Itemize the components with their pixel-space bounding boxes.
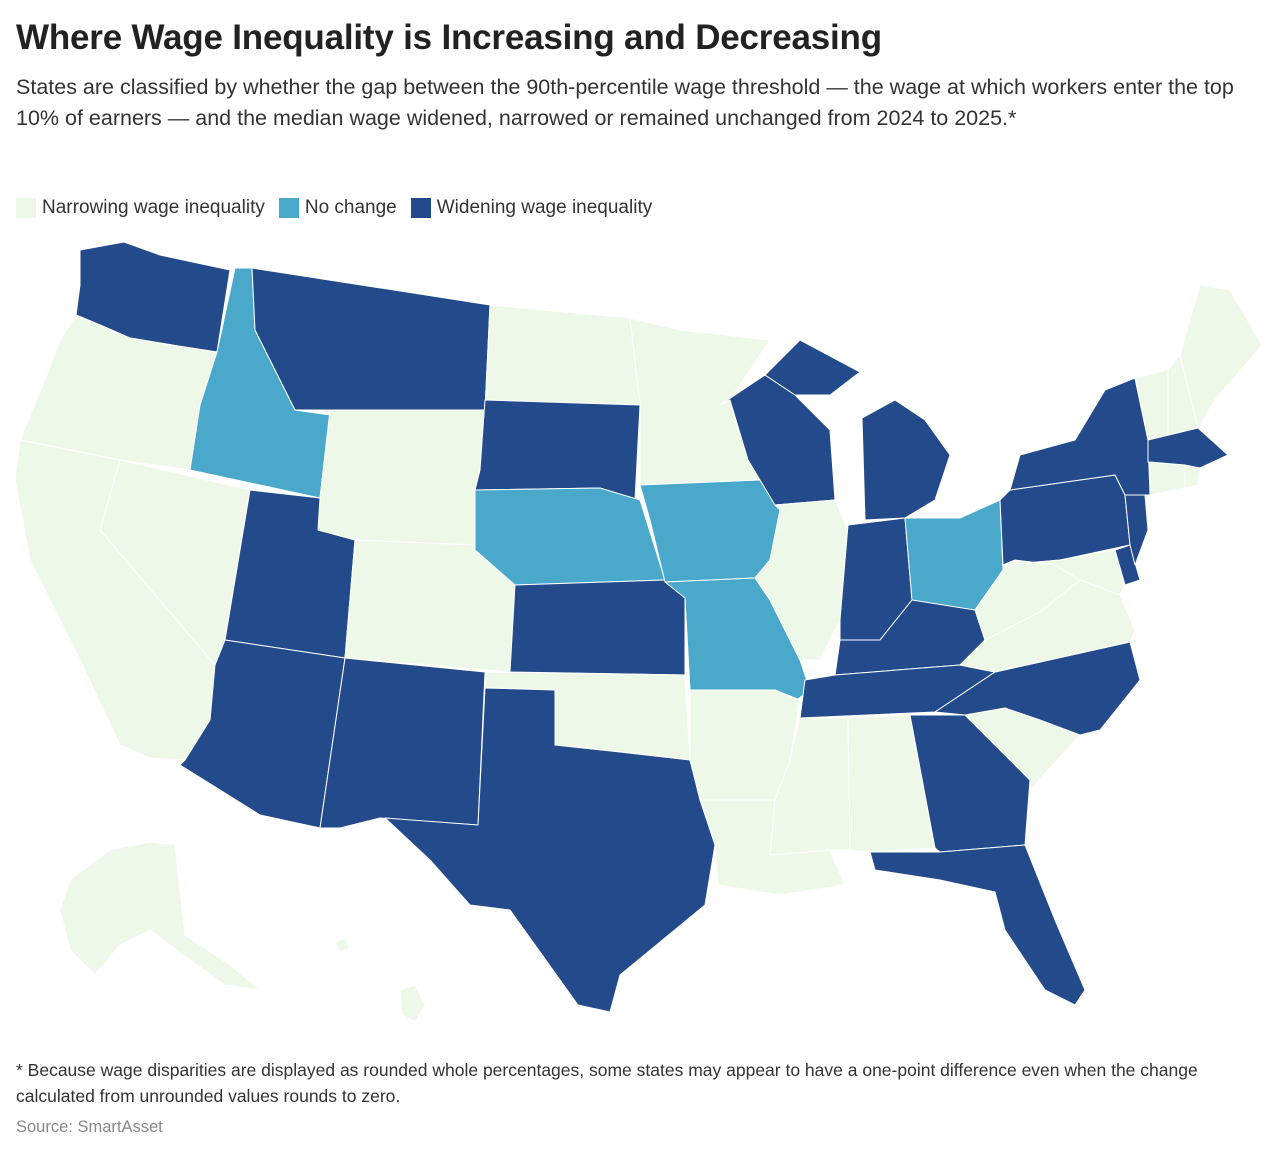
state-IL[interactable] [754,499,849,661]
legend-swatch-widening [410,198,431,218]
state-MT[interactable] [251,267,491,411]
state-HI-islands[interactable] [334,937,351,953]
legend-item-no-change: No change [278,197,397,219]
footnote: * Because wage disparities are displayed… [16,1060,1198,1106]
state-TX[interactable] [384,687,716,1013]
state-MA[interactable] [1147,427,1229,469]
legend-item-widening: Widening wage inequality [410,197,653,219]
state-CT[interactable] [1149,461,1186,496]
state-KS[interactable] [509,579,686,676]
state-ME[interactable] [1179,284,1263,429]
legend-label-widening: Widening wage inequality [436,197,653,218]
source-note: Source: SmartAsset [16,1118,163,1136]
legend-label-narrowing: Narrowing wage inequality [42,197,265,218]
state-WY[interactable] [317,409,486,546]
state-IA[interactable] [639,479,781,583]
state-RI[interactable] [1184,464,1201,489]
state-HI[interactable] [399,984,426,1023]
state-ND[interactable] [484,304,641,411]
state-NY[interactable] [1009,377,1151,496]
legend-swatch-narrowing [16,198,36,218]
legend: Narrowing wage inequality No change Wide… [16,197,666,219]
legend-label-no-change: No change [304,197,397,218]
state-MI-upper[interactable] [764,339,861,396]
legend-item-narrowing: Narrowing wage inequality [16,197,265,219]
state-SD[interactable] [474,399,641,501]
chart-title: Where Wage Inequality is Increasing and … [16,18,882,57]
state-AK[interactable] [59,841,261,991]
legend-swatch-no-change [278,198,299,218]
state-NM[interactable] [319,657,486,829]
state-AL[interactable] [847,714,936,853]
state-DE[interactable] [1114,544,1141,586]
chart-subtitle: States are classified by whether the gap… [16,75,1234,130]
state-MI[interactable] [861,399,951,521]
state-FL[interactable] [869,844,1086,1006]
state-NE[interactable] [474,487,666,586]
us-states-map [14,241,1263,1023]
state-MD[interactable] [1002,549,1126,596]
